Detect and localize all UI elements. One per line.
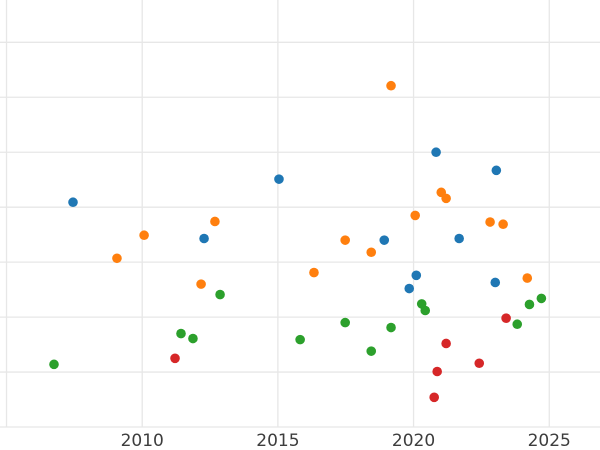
data-point-blue xyxy=(404,283,415,294)
data-point-orange xyxy=(410,210,420,221)
data-point-green xyxy=(524,299,535,310)
data-point-orange xyxy=(522,273,533,283)
data-point-green xyxy=(176,328,186,339)
data-point-blue xyxy=(454,233,464,244)
data-point-green xyxy=(366,346,377,356)
data-point-orange xyxy=(340,235,350,245)
data-point-blue xyxy=(199,233,209,244)
data-point-red xyxy=(432,366,442,377)
x-tick-label: 2015 xyxy=(256,431,299,450)
data-point-blue xyxy=(379,235,390,245)
data-point-blue xyxy=(431,147,441,158)
x-tick-label: 2020 xyxy=(392,431,435,450)
data-point-green xyxy=(49,359,59,370)
data-point-green xyxy=(386,322,396,333)
x-tick-label: 2025 xyxy=(528,431,571,450)
data-point-blue xyxy=(411,270,422,281)
data-point-orange xyxy=(112,253,122,264)
data-point-orange xyxy=(485,217,495,227)
data-point-red xyxy=(170,353,180,364)
data-point-red xyxy=(474,358,485,369)
data-point-green xyxy=(536,293,547,304)
data-point-green xyxy=(340,317,350,328)
data-point-red xyxy=(441,338,451,349)
data-point-orange xyxy=(386,80,396,91)
data-point-red xyxy=(501,313,511,323)
data-point-orange xyxy=(366,247,377,258)
data-point-green xyxy=(512,319,523,330)
data-point-orange xyxy=(210,216,220,227)
data-point-orange xyxy=(139,230,149,241)
data-point-orange xyxy=(309,267,319,278)
data-point-red xyxy=(429,392,439,403)
data-point-green xyxy=(420,305,431,316)
data-point-blue xyxy=(490,277,501,288)
data-point-green xyxy=(188,333,198,344)
data-point-blue xyxy=(274,174,284,184)
data-point-orange xyxy=(196,279,206,289)
data-point-orange xyxy=(498,219,508,230)
data-point-blue xyxy=(68,197,78,208)
data-point-orange xyxy=(441,193,451,204)
data-point-green xyxy=(295,334,305,345)
data-point-green xyxy=(215,289,225,300)
data-point-blue xyxy=(491,165,502,176)
x-tick-label: 2010 xyxy=(121,431,164,450)
